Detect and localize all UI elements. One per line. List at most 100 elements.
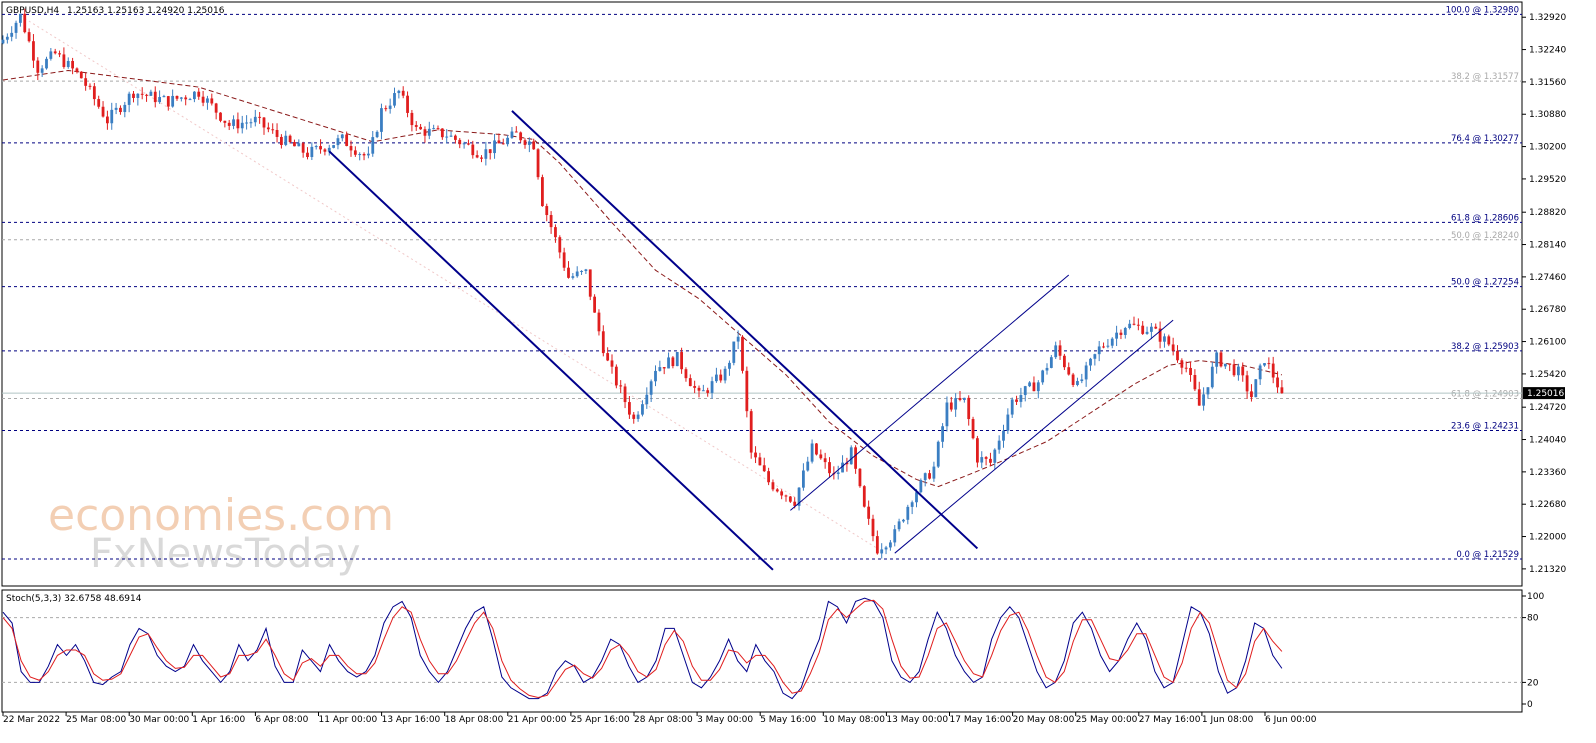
bear-candle — [145, 94, 148, 96]
bull-candle — [40, 68, 44, 73]
bull-candle — [253, 116, 257, 123]
price-tick-label: 1.29520 — [1529, 175, 1566, 185]
bull-candle — [484, 149, 488, 159]
watermark-economies: economies.com — [48, 490, 394, 541]
bull-candle — [1084, 365, 1088, 380]
time-tick-label: 20 May 08:00 — [1013, 715, 1075, 725]
stoch-signal-line — [2, 599, 1283, 699]
bear-candle — [88, 85, 92, 87]
bull-candle — [123, 104, 127, 113]
bull-candle — [1123, 328, 1127, 335]
bull-candle — [997, 440, 1001, 450]
bear-candle — [593, 296, 596, 313]
bear-candle — [454, 135, 457, 140]
time-tick-label: 1 Jun 08:00 — [1202, 715, 1254, 725]
bear-candle — [210, 98, 214, 104]
bear-candle — [706, 390, 710, 393]
bear-candle — [754, 452, 757, 458]
symbol-timeframe: GBPUSD,H4 — [6, 6, 59, 16]
bear-candle — [536, 149, 540, 178]
bull-candle — [14, 22, 18, 33]
bull-candle — [802, 470, 805, 488]
bear-candle — [989, 458, 992, 463]
price-tick-label: 1.30200 — [1529, 143, 1566, 153]
bear-candle — [588, 269, 592, 297]
bear-candle — [1102, 346, 1105, 348]
bull-candle — [358, 154, 362, 156]
bull-candle — [432, 128, 436, 130]
bear-candle — [258, 116, 262, 118]
bear-candle — [62, 54, 66, 67]
time-tick-label: 25 Apr 16:00 — [571, 715, 630, 725]
bull-candle — [1254, 379, 1258, 398]
bull-candle — [127, 93, 131, 105]
bull-candle — [806, 461, 810, 471]
bear-candle — [262, 117, 266, 128]
bear-candle — [1241, 366, 1245, 376]
stoch-panel-frame — [1, 589, 1523, 713]
bull-candle — [736, 336, 740, 342]
fib-level-label: 61.8 @ 1.24903 — [1451, 389, 1519, 399]
bull-candle — [10, 32, 14, 37]
fib-level-label: 50.0 @ 1.28240 — [1451, 231, 1519, 241]
bull-candle — [902, 519, 905, 522]
bear-candle — [458, 139, 462, 145]
bull-candle — [1163, 336, 1166, 342]
bear-candle — [201, 96, 205, 103]
time-tick-label: 18 Apr 08:00 — [445, 715, 504, 725]
bull-candle — [340, 134, 344, 139]
bear-candle — [480, 157, 483, 159]
time-tick-label: 6 Apr 08:00 — [255, 715, 308, 725]
bull-candle — [797, 487, 801, 506]
time-tick-label: 1 Apr 16:00 — [192, 715, 245, 725]
bear-candle — [610, 360, 614, 367]
bear-candle — [628, 402, 631, 415]
bear-candle — [362, 154, 366, 156]
bull-candle — [1019, 395, 1023, 402]
price-tick-label: 1.32240 — [1529, 46, 1566, 56]
bull-candle — [658, 367, 662, 371]
bear-candle — [793, 501, 797, 506]
bear-candle — [1119, 332, 1123, 335]
bear-candle — [345, 134, 349, 147]
bear-candle — [1184, 367, 1188, 369]
rising-channel-line — [790, 274, 1070, 511]
price-tick-label: 1.24720 — [1529, 403, 1566, 413]
bear-candle — [97, 99, 101, 107]
bear-candle — [771, 482, 775, 490]
candles — [1, 8, 1284, 559]
fib-level-label: 0.0 @ 1.21529 — [1456, 550, 1519, 560]
falling-channel-line — [328, 150, 774, 571]
time-tick-label: 13 May 00:00 — [886, 715, 948, 725]
fib-level-label: 100.0 @ 1.32980 — [1446, 5, 1519, 15]
bull-candle — [249, 122, 253, 124]
bull-candle — [510, 131, 514, 138]
bear-candle — [1154, 326, 1158, 329]
fib-level-label: 38.2 @ 1.31577 — [1451, 72, 1519, 82]
bull-candle — [1150, 326, 1153, 332]
bull-candle — [654, 370, 657, 382]
bear-candle — [845, 462, 849, 465]
bull-candle — [1, 39, 5, 44]
bull-candle — [375, 131, 379, 138]
bear-candle — [1267, 363, 1271, 365]
bull-candle — [1106, 345, 1110, 347]
bear-candle — [423, 129, 427, 136]
bull-candle — [849, 447, 853, 465]
bull-candle — [1049, 357, 1053, 368]
price-tick-label: 1.22680 — [1529, 500, 1566, 510]
zigzag-dotted-line — [20, 15, 878, 549]
bear-candle — [784, 495, 788, 497]
bear-candle — [436, 128, 440, 130]
bear-candle — [1067, 367, 1071, 375]
bear-candle — [23, 13, 27, 33]
bear-candle — [71, 60, 74, 69]
bear-candle — [680, 352, 683, 370]
bear-candle — [501, 143, 505, 145]
price-panel-frame — [1, 1, 1523, 587]
bull-candle — [1263, 363, 1266, 366]
bear-candle — [719, 374, 723, 381]
bear-candle — [236, 119, 240, 129]
time-tick-label: 25 May 00:00 — [1076, 715, 1138, 725]
